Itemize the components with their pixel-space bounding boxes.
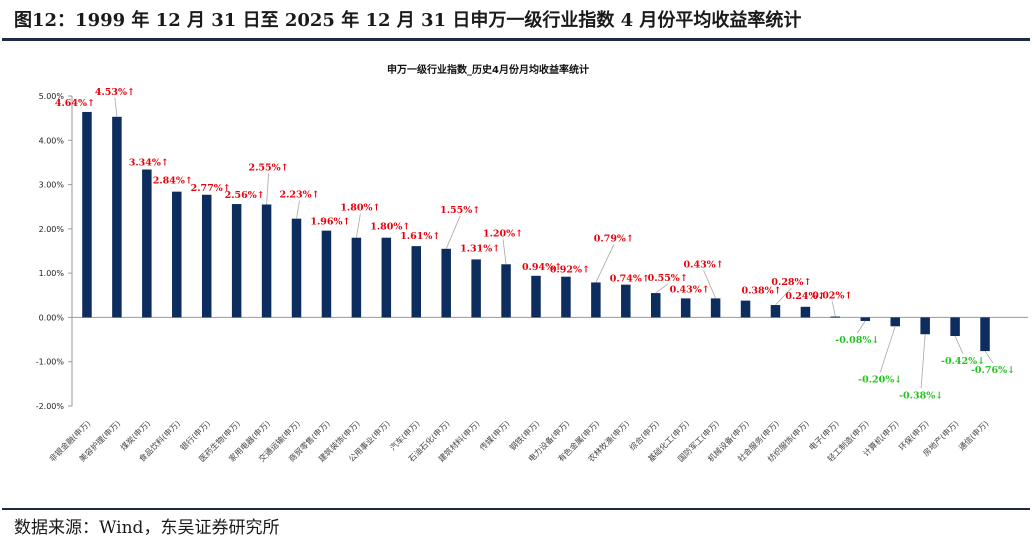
y-tick-label: 2.00% bbox=[39, 225, 65, 234]
leader-line bbox=[502, 239, 507, 265]
data-label: 1.61%↑ bbox=[400, 231, 440, 242]
data-label: 1.96%↑ bbox=[310, 217, 350, 228]
bar bbox=[770, 305, 781, 318]
data-label: -0.08%↓ bbox=[835, 335, 879, 346]
leader-line bbox=[355, 213, 361, 238]
bar bbox=[980, 317, 990, 352]
data-label: 0.74%↑ bbox=[610, 274, 650, 285]
source-note: 数据来源：Wind，东吴证券研究所 bbox=[14, 518, 280, 538]
bar bbox=[291, 218, 302, 318]
bar bbox=[381, 237, 392, 318]
y-tick-label: 0.00% bbox=[39, 313, 65, 322]
y-tick-label: 3.00% bbox=[39, 181, 65, 190]
bar bbox=[740, 300, 751, 318]
data-label: 2.56%↑ bbox=[225, 190, 265, 201]
bar bbox=[471, 259, 481, 318]
data-label: 0.79%↑ bbox=[594, 233, 634, 244]
figure-title: 图12：1999 年 12 月 31 日至 2025 年 12 月 31 日申万… bbox=[14, 10, 802, 31]
leader-line bbox=[595, 244, 615, 283]
data-labels: 4.64%↑4.53%↑ 3.34%↑ 2.84%↑2.77%↑2.56%↑ 2.55… bbox=[55, 87, 1015, 401]
leader-line bbox=[655, 283, 668, 294]
data-label: 0.28%↑ bbox=[771, 277, 811, 288]
leader-line bbox=[703, 270, 716, 299]
label-leader-lines bbox=[114, 97, 994, 389]
leader-line bbox=[831, 301, 836, 317]
chart-title: 申万一级行业指数_历史4月份月均收益率统计 bbox=[387, 63, 589, 76]
top-rule bbox=[2, 38, 1030, 41]
data-label: 1.55%↑ bbox=[440, 205, 480, 216]
data-label: 1.80%↑ bbox=[340, 203, 380, 214]
data-label: -0.38%↓ bbox=[899, 390, 943, 401]
data-label: -0.20%↓ bbox=[858, 374, 902, 385]
bar bbox=[411, 246, 422, 318]
bar bbox=[441, 248, 451, 318]
bar-chart: 申万一级行业指数_历史4月份月均收益率统计 5.00% 4.00% 3.00% 2.0… bbox=[36, 63, 1028, 464]
bar bbox=[112, 116, 122, 318]
bar bbox=[650, 293, 661, 318]
leader-line bbox=[445, 215, 461, 249]
y-tick-label: -2.00% bbox=[36, 402, 65, 411]
x-tick-label: 传媒(申万) bbox=[477, 418, 511, 452]
leader-line bbox=[879, 326, 896, 373]
y-tick-label: -1.00% bbox=[36, 358, 65, 367]
data-label: 0.24%↑ bbox=[785, 291, 825, 302]
bar bbox=[351, 237, 362, 318]
bar bbox=[680, 298, 691, 318]
bar bbox=[920, 317, 930, 335]
bar bbox=[621, 284, 631, 318]
bar bbox=[800, 306, 811, 318]
leader-line bbox=[954, 335, 964, 355]
bar bbox=[142, 169, 152, 318]
leader-line bbox=[775, 287, 792, 306]
bar bbox=[710, 298, 721, 318]
y-tick-label: 1.00% bbox=[39, 269, 65, 278]
bar bbox=[591, 282, 601, 318]
data-label: 4.64%↑ bbox=[55, 98, 95, 109]
bar bbox=[231, 204, 242, 318]
data-label: 1.31%↑ bbox=[460, 243, 500, 254]
data-label: 0.94%↑ bbox=[522, 262, 562, 273]
data-label: 2.55%↑ bbox=[249, 163, 289, 174]
data-label: 2.84%↑ bbox=[153, 176, 193, 187]
bar bbox=[950, 317, 960, 337]
leader-line bbox=[114, 97, 118, 117]
bar bbox=[501, 264, 511, 318]
y-axis: 5.00% 4.00% 3.00% 2.00% 1.00% 0.00% -1.00% -2.0… bbox=[36, 92, 1028, 411]
bar bbox=[201, 194, 212, 318]
bar bbox=[261, 204, 272, 318]
leader-line bbox=[266, 173, 269, 205]
bar bbox=[830, 316, 841, 318]
data-label: 0.38%↑ bbox=[741, 286, 781, 297]
data-label: 2.77%↑ bbox=[191, 183, 231, 194]
bar bbox=[531, 275, 541, 318]
data-label: -0.76%↓ bbox=[971, 365, 1015, 376]
data-label: 4.53%↑ bbox=[95, 87, 135, 98]
bottom-rule bbox=[2, 508, 1030, 510]
bar bbox=[860, 317, 871, 321]
data-label: -0.42%↓ bbox=[941, 356, 985, 367]
data-label: 3.34%↑ bbox=[129, 158, 169, 169]
leader-line bbox=[920, 334, 926, 389]
leader-line bbox=[296, 200, 300, 219]
data-label: 0.43%↑ bbox=[670, 284, 710, 295]
x-tick-label: 通信(申万) bbox=[956, 418, 990, 452]
leader-line bbox=[856, 320, 866, 334]
leader-line bbox=[984, 350, 994, 364]
bar bbox=[321, 230, 332, 318]
bar bbox=[82, 111, 92, 318]
bar bbox=[172, 191, 182, 318]
bar bbox=[561, 276, 571, 318]
data-label: 0.92%↑ bbox=[550, 265, 590, 276]
bar bbox=[890, 317, 900, 327]
data-label: 1.20%↑ bbox=[483, 228, 523, 239]
data-label: 2.23%↑ bbox=[279, 190, 319, 201]
data-label: 0.55%↑ bbox=[648, 273, 688, 284]
y-tick-label: 4.00% bbox=[39, 136, 65, 145]
x-axis-labels: 非银金融(申万)美容护理(申万)煤炭(申万)食品饮料(申万)银行(申万)医药生物… bbox=[47, 418, 990, 463]
data-label: 0.43%↑ bbox=[684, 259, 724, 270]
data-label: 1.80%↑ bbox=[370, 222, 410, 233]
y-tick-label: 5.00% bbox=[39, 92, 65, 101]
data-label: 0.02%↑ bbox=[812, 291, 852, 302]
bar-series bbox=[82, 111, 990, 352]
